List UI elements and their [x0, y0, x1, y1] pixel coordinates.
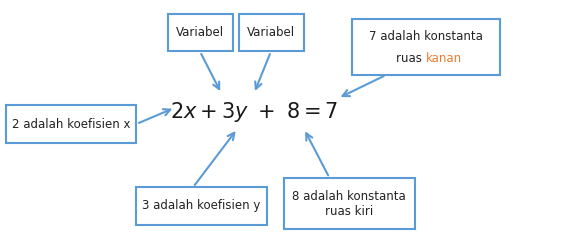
Text: 3 adalah koefisien y: 3 adalah koefisien y [143, 199, 261, 212]
Text: Variabel: Variabel [247, 26, 295, 39]
FancyBboxPatch shape [6, 105, 136, 143]
FancyBboxPatch shape [136, 187, 267, 225]
Text: 7 adalah konstanta: 7 adalah konstanta [369, 30, 483, 43]
Text: 8 adalah konstanta
ruas kiri: 8 adalah konstanta ruas kiri [293, 190, 406, 218]
FancyBboxPatch shape [168, 14, 233, 51]
Text: ruas: ruas [396, 51, 426, 65]
FancyBboxPatch shape [352, 19, 500, 75]
Text: 2 adalah koefisien x: 2 adalah koefisien x [12, 117, 130, 131]
FancyBboxPatch shape [239, 14, 304, 51]
Text: kanan: kanan [426, 51, 462, 65]
FancyBboxPatch shape [284, 178, 415, 229]
Text: Variabel: Variabel [176, 26, 224, 39]
Text: $2x + 3y\ +\ 8 = 7$: $2x + 3y\ +\ 8 = 7$ [170, 100, 339, 124]
